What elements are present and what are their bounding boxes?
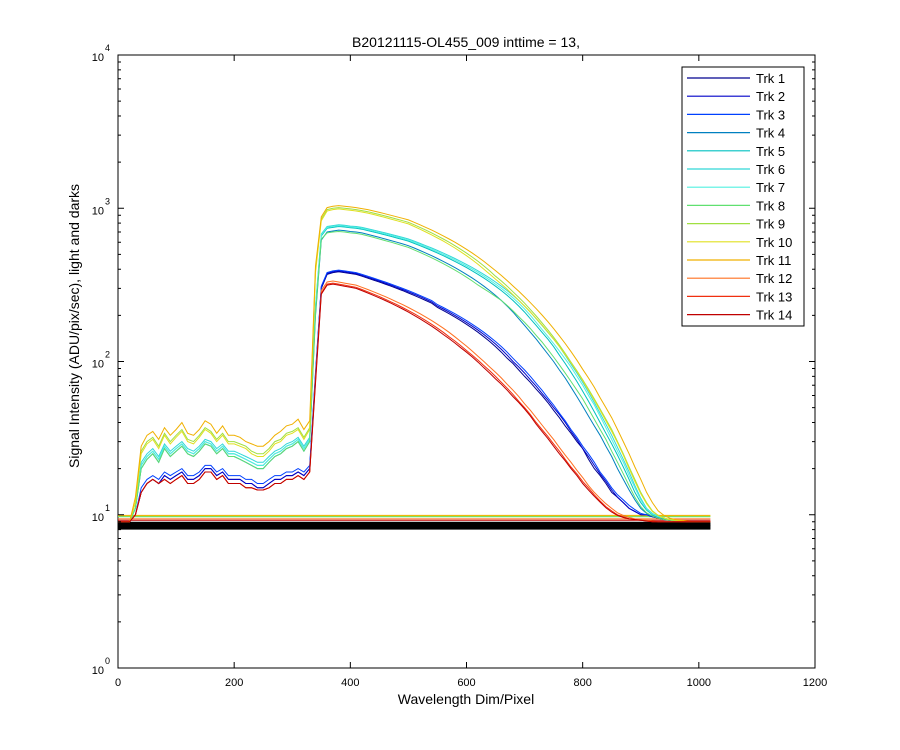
signal-traces bbox=[118, 205, 711, 523]
y-tick-label-exp: 1 bbox=[105, 503, 110, 513]
legend-label-trk-3: Trk 3 bbox=[756, 107, 785, 122]
legend-label-trk-1: Trk 1 bbox=[756, 71, 785, 86]
legend-label-trk-6: Trk 6 bbox=[756, 162, 785, 177]
legend-label-trk-9: Trk 9 bbox=[756, 217, 785, 232]
dark-traces bbox=[118, 514, 711, 530]
legend-label-trk-8: Trk 8 bbox=[756, 198, 785, 213]
series-line-trk-7 bbox=[118, 225, 711, 523]
dark-noise-band bbox=[118, 521, 711, 530]
chart-title: B20121115-OL455_009 inttime = 13, bbox=[352, 34, 580, 50]
y-tick-label-base: 10 bbox=[92, 665, 104, 677]
series-line-trk-11 bbox=[118, 205, 711, 523]
series-line-trk-10 bbox=[118, 208, 711, 523]
y-tick-label-exp: 4 bbox=[105, 43, 110, 53]
legend-box bbox=[681, 66, 805, 327]
legend-label-trk-7: Trk 7 bbox=[756, 180, 785, 195]
x-axis-label: Wavelength Dim/Pixel bbox=[398, 691, 534, 707]
legend-label-trk-5: Trk 5 bbox=[756, 144, 785, 159]
series-line-trk-6 bbox=[118, 224, 711, 523]
legend-label-trk-11: Trk 11 bbox=[756, 253, 791, 268]
x-tick-label: 1200 bbox=[803, 677, 827, 689]
legend-label-trk-14: Trk 14 bbox=[756, 308, 792, 323]
series-line-trk-2 bbox=[118, 270, 711, 523]
y-tick-label-base: 10 bbox=[92, 52, 104, 64]
y-tick-label-base: 10 bbox=[92, 205, 104, 217]
series-line-trk-3 bbox=[118, 269, 711, 523]
x-tick-label: 400 bbox=[341, 677, 359, 689]
y-tick-label-base: 10 bbox=[92, 359, 104, 371]
y-axis-label: Signal Intensity (ADU/pix/sec), light an… bbox=[66, 184, 82, 468]
y-tick-label-exp: 2 bbox=[105, 350, 110, 360]
x-tick-label: 800 bbox=[573, 677, 591, 689]
legend: Trk 1 Trk 2 Trk 3 Trk 4 Trk 5 Trk 6 Trk 7 Trk 8… bbox=[681, 66, 805, 327]
legend-label-trk-13: Trk 13 bbox=[756, 289, 792, 304]
legend-label-trk-12: Trk 12 bbox=[756, 271, 792, 286]
x-tick-label: 200 bbox=[225, 677, 243, 689]
legend-label-trk-4: Trk 4 bbox=[756, 126, 785, 141]
x-tick-label: 0 bbox=[115, 677, 121, 689]
series-line-trk-8 bbox=[118, 230, 711, 523]
y-tick-label-base: 10 bbox=[92, 512, 104, 524]
x-tick-label: 600 bbox=[457, 677, 475, 689]
series-line-trk-9 bbox=[118, 207, 711, 523]
x-axis: 0 200 400 600 800 1000 1200 bbox=[115, 55, 827, 689]
legend-label-trk-10: Trk 10 bbox=[756, 235, 792, 250]
legend-label-trk-2: Trk 2 bbox=[756, 89, 785, 104]
y-tick-label-exp: 0 bbox=[105, 656, 110, 666]
y-tick-label-exp: 3 bbox=[105, 196, 110, 206]
series-line-trk-14 bbox=[118, 283, 711, 523]
x-tick-label: 1000 bbox=[687, 677, 711, 689]
